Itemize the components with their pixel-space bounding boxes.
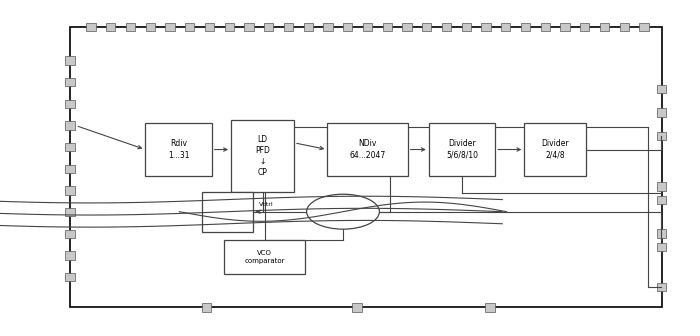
Bar	[225, 23, 234, 31]
Bar	[66, 208, 74, 216]
Text: VCO
comparator: VCO comparator	[244, 250, 285, 264]
Bar	[561, 23, 570, 31]
Bar	[383, 23, 392, 31]
Bar	[66, 121, 74, 130]
Bar	[146, 124, 211, 175]
Bar	[343, 23, 352, 31]
Bar	[580, 23, 589, 31]
Bar	[224, 240, 305, 274]
Bar	[328, 124, 408, 175]
Bar	[540, 23, 550, 31]
Bar	[244, 23, 253, 31]
Bar	[657, 182, 666, 191]
Bar	[264, 23, 273, 31]
Bar	[442, 23, 451, 31]
Bar	[66, 251, 74, 260]
Bar	[186, 23, 195, 31]
Bar	[87, 23, 95, 31]
Bar	[402, 23, 412, 31]
Bar	[304, 23, 313, 31]
Bar	[462, 23, 471, 31]
Bar	[66, 143, 74, 152]
Bar	[657, 243, 666, 251]
Bar	[202, 303, 211, 312]
Bar	[657, 108, 666, 117]
Bar	[165, 23, 174, 31]
Bar	[422, 23, 431, 31]
Bar	[66, 78, 74, 86]
Bar	[501, 23, 510, 31]
Bar	[482, 23, 491, 31]
Bar	[524, 124, 586, 175]
Bar	[657, 229, 666, 238]
Bar	[146, 23, 155, 31]
Bar	[106, 23, 116, 31]
Bar	[363, 23, 372, 31]
Text: LD
PFD
↓
CP: LD PFD ↓ CP	[255, 135, 270, 177]
Bar	[521, 23, 530, 31]
Text: Vctrl: Vctrl	[259, 202, 274, 207]
Bar	[323, 23, 332, 31]
Bar	[231, 120, 294, 192]
Bar	[353, 303, 362, 312]
Bar	[66, 99, 74, 108]
Bar	[66, 56, 74, 65]
Bar	[205, 23, 214, 31]
Text: NDiv
64...2047: NDiv 64...2047	[349, 139, 386, 160]
Bar	[657, 85, 666, 93]
Text: Divider
2/4/8: Divider 2/4/8	[541, 139, 569, 160]
Bar	[202, 192, 253, 232]
Bar	[428, 124, 495, 175]
Bar	[66, 186, 74, 195]
Bar	[620, 23, 629, 31]
Bar	[284, 23, 293, 31]
Bar	[657, 283, 666, 292]
Text: Rdiv
1...31: Rdiv 1...31	[168, 139, 189, 160]
Bar	[70, 27, 662, 307]
Ellipse shape	[307, 194, 379, 229]
Bar	[657, 196, 666, 204]
Bar	[66, 230, 74, 238]
Text: Divider
5/6/8/10: Divider 5/6/8/10	[446, 139, 478, 160]
Bar	[126, 23, 135, 31]
Bar	[600, 23, 609, 31]
Bar	[66, 165, 74, 173]
Bar	[657, 132, 666, 140]
Bar	[486, 303, 494, 312]
Bar	[66, 273, 74, 282]
Bar	[639, 23, 648, 31]
